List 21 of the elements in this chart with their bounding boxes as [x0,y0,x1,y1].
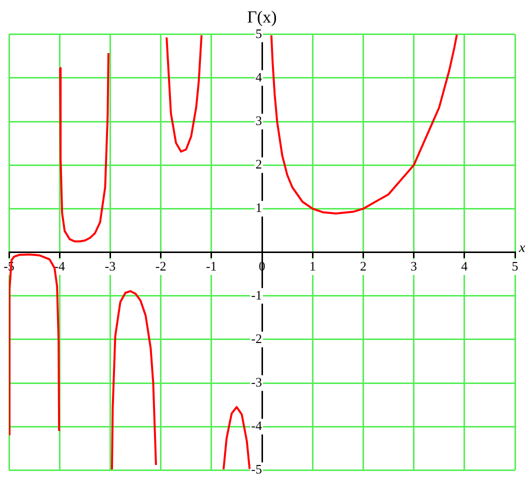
chart-title: Γ(x) [247,8,277,27]
x-tick-label: 4 [461,258,468,274]
y-tick-label: -1 [251,287,262,302]
y-tick-label: 1 [256,200,262,216]
y-tick-label: 4 [256,69,262,84]
x-tick-label: -3 [104,258,116,274]
y-tick-label: 3 [256,112,262,128]
x-tick-label: 5 [512,258,518,274]
x-tick-label: 3 [410,258,418,274]
x-tick-label: -4 [54,258,66,274]
y-tick-label: 5 [256,26,262,41]
x-tick-label: 1 [309,258,316,274]
y-tick-label: -2 [251,330,262,346]
y-tick-label: -3 [251,374,262,390]
x-tick-label: -1 [206,258,217,274]
x-tick-label: 2 [360,258,366,274]
y-tick-label: -5 [251,462,262,477]
y-tick-label: -4 [251,418,262,434]
x-tick-label: -2 [155,258,166,274]
x-axis-title: x [518,240,526,256]
y-tick-label: 2 [256,156,262,172]
